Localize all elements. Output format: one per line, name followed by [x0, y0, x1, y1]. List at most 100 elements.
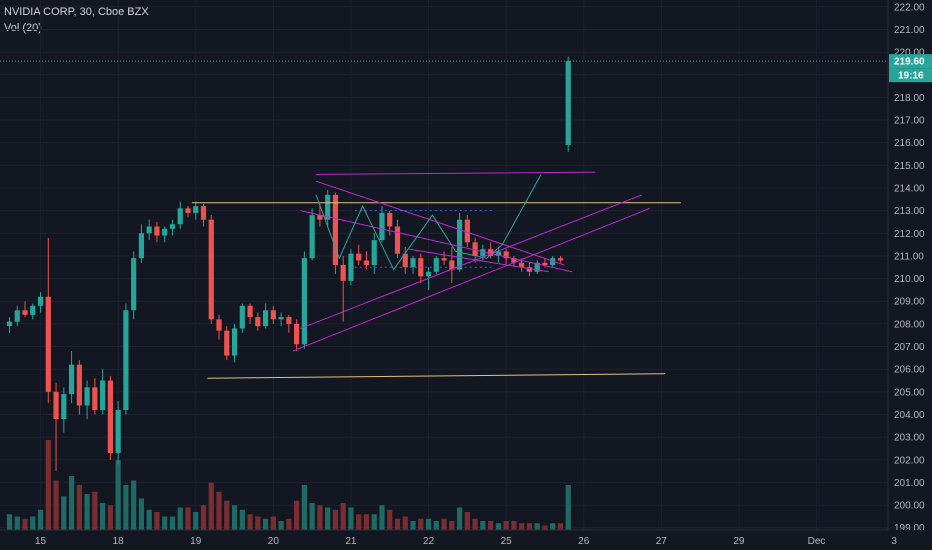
volume-bar — [550, 523, 556, 530]
candle-body — [123, 310, 129, 410]
zigzag-pattern-line — [315, 174, 542, 271]
volume-bar — [200, 505, 207, 530]
trend-line — [316, 171, 596, 175]
candle-body — [84, 387, 90, 406]
volume-bar — [37, 509, 44, 530]
trend-drawings[interactable] — [191, 171, 681, 379]
candle-body — [511, 258, 517, 263]
candle-body — [154, 226, 160, 236]
volume-bar — [123, 485, 129, 530]
volume-bar — [542, 525, 548, 530]
volume-bar — [154, 512, 160, 530]
price-tick-label: 205.00 — [894, 387, 925, 398]
volume-bar — [526, 523, 533, 530]
volume-bar — [255, 516, 261, 530]
volume-bar — [325, 507, 331, 530]
time-axis-background — [0, 530, 932, 550]
volume-bars — [6, 440, 571, 530]
volume-bar — [379, 505, 385, 530]
candle-body — [449, 260, 455, 270]
price-tick-label: 211.00 — [894, 251, 924, 262]
time-tick-label: Dec — [808, 536, 826, 547]
candle-body — [363, 260, 370, 265]
candle-body — [37, 296, 44, 306]
volume-bar — [231, 505, 238, 530]
price-tick-label: 215.00 — [894, 161, 925, 172]
time-tick-label: 27 — [656, 536, 668, 547]
candle-body — [332, 194, 339, 265]
volume-bar — [247, 514, 253, 530]
candle-body — [45, 296, 51, 392]
price-axis[interactable]: 199.00 200.00 201.00 202.00 203.00 204.00 205.… — [887, 0, 932, 550]
volume-bar — [14, 516, 20, 530]
candle-body — [169, 224, 176, 229]
candle-body — [107, 380, 113, 453]
candle-body — [340, 265, 346, 281]
candle-body — [480, 249, 486, 256]
price-tick-label: 202.00 — [894, 455, 925, 466]
price-tick-label: 199.00 — [894, 523, 925, 534]
price-tick-label: 203.00 — [894, 433, 925, 444]
candle-body — [14, 310, 20, 322]
volume-bar — [193, 512, 199, 530]
candle-body — [278, 317, 284, 320]
time-axis[interactable]: 15 18 19 20 21 22 25 26 27 29 Dec 3 — [0, 529, 932, 550]
candle-body — [464, 219, 470, 243]
volume-bar — [301, 485, 307, 530]
candle-body — [472, 242, 478, 256]
candle-body — [387, 212, 393, 227]
volume-bar — [146, 509, 152, 530]
price-tick-label: 222.00 — [894, 2, 925, 13]
volume-bar — [162, 516, 168, 530]
candle-body — [309, 215, 315, 259]
candle-body — [239, 305, 245, 329]
volume-bar — [557, 523, 564, 530]
candle-body — [247, 305, 253, 318]
candle-body — [495, 251, 501, 256]
candle-body — [371, 240, 377, 265]
volume-bar — [332, 509, 339, 530]
price-tick-label: 221.00 — [894, 25, 925, 36]
price-axis-background — [888, 0, 932, 550]
volume-bar — [100, 503, 106, 530]
candle-body — [100, 380, 106, 410]
candle-body — [325, 194, 331, 220]
volume-bar — [107, 505, 113, 530]
time-tick-label: 21 — [345, 536, 357, 547]
volume-bar — [340, 503, 346, 530]
candle-body — [456, 219, 463, 270]
volume-bar — [61, 496, 67, 530]
candle-body — [115, 409, 121, 453]
volume-bar — [53, 480, 59, 530]
countdown-tag-text: 19:16 — [898, 71, 924, 82]
candle-body — [565, 61, 571, 145]
volume-bar — [30, 516, 36, 530]
candle-body — [542, 262, 548, 265]
price-tick-label: 216.00 — [894, 138, 925, 149]
price-tick-label: 209.00 — [894, 297, 925, 308]
candle-body — [294, 323, 300, 345]
time-tick-label: 20 — [268, 536, 280, 547]
candle-body — [22, 310, 28, 315]
horizontal-level-line — [207, 373, 666, 379]
volume-bar — [495, 523, 501, 530]
candle-body — [550, 258, 556, 265]
price-tick-label: 200.00 — [894, 501, 925, 512]
candle-body — [92, 387, 98, 410]
volume-bar — [402, 516, 408, 530]
price-tick-label: 218.00 — [894, 93, 925, 104]
volume-bar — [68, 476, 75, 530]
volume-bar — [216, 491, 222, 530]
volume-bar — [480, 521, 486, 530]
time-tick-label: 15 — [35, 536, 47, 547]
candlesticks — [6, 56, 571, 472]
volume-bar — [425, 518, 432, 530]
price-tick-label: 212.00 — [894, 229, 925, 240]
volume-indicator-label[interactable]: Vol (20) — [4, 22, 42, 34]
volume-bar — [294, 500, 300, 530]
volume-bar — [356, 514, 362, 530]
price-tags: 219.60 19:16 — [889, 54, 932, 83]
candle-body — [317, 215, 323, 220]
volume-bar — [472, 518, 478, 530]
